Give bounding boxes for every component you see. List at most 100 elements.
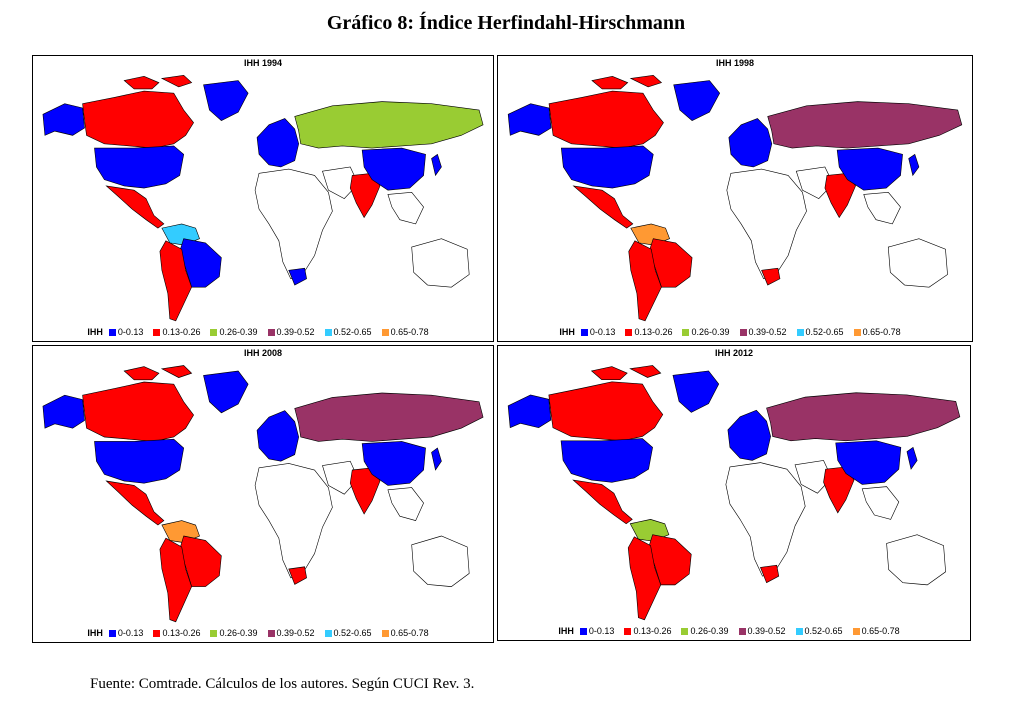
country-china (361, 441, 426, 486)
legend-item: 0.13-0.26 (153, 327, 200, 337)
country-na-north (548, 90, 664, 149)
panel-title: IHH 1998 (715, 58, 755, 68)
country-japan (908, 153, 920, 177)
map-panel: IHH 2008 IHH 0-0.13 0.13-0.26 0.26-0.39 0.39-… (32, 345, 494, 643)
country-russia (294, 101, 484, 149)
world-map (42, 365, 484, 623)
source-note: Fuente: Comtrade. Cálculos de los autore… (90, 676, 475, 692)
legend-item-label: 0.39-0.52 (748, 327, 787, 337)
legend-swatch (624, 628, 632, 635)
legend-item-label: 0.52-0.65 (805, 327, 844, 337)
legend-swatch (267, 630, 275, 637)
legend-swatch (796, 329, 804, 336)
country-sea (863, 191, 901, 225)
legend-item: 0.52-0.65 (796, 327, 844, 337)
legend-item-label: 0.52-0.65 (804, 626, 843, 636)
country-central (572, 479, 633, 525)
country-south-africa (761, 267, 781, 286)
country-europe (256, 410, 299, 462)
country-usa (94, 438, 185, 484)
world-map (507, 365, 961, 621)
legend-item: 0.26-0.39 (681, 626, 729, 636)
legend-item: 0.52-0.65 (795, 626, 843, 636)
legend: IHH 0-0.13 0.13-0.26 0.26-0.39 0.39-0.52 0.52… (498, 626, 970, 636)
legend-item: 0.13-0.26 (624, 626, 671, 636)
legend-item-label: 0-0.13 (589, 327, 616, 337)
legend-item: 0.13-0.26 (153, 628, 200, 638)
panel-title: IHH 2008 (243, 348, 283, 358)
legend-swatch (682, 329, 690, 336)
legend-item: 0.39-0.52 (739, 327, 787, 337)
legend-swatch (153, 630, 161, 637)
country-sea (387, 487, 424, 521)
legend-swatch (324, 630, 332, 637)
legend: IHH 0-0.13 0.13-0.26 0.26-0.39 0.39-0.52 0.52… (33, 327, 493, 337)
legend-item: 0.26-0.39 (210, 327, 258, 337)
legend-swatch (738, 628, 746, 635)
country-greenland (203, 80, 249, 121)
legend-item: 0.39-0.52 (267, 327, 315, 337)
legend: IHH 0-0.13 0.13-0.26 0.26-0.39 0.39-0.52 0.52… (33, 628, 493, 638)
country-na-north (82, 90, 194, 149)
legend-item-label: 0-0.13 (117, 327, 144, 337)
figure-title: Gráfico 8: Índice Herfindahl-Hirschmann (326, 12, 686, 34)
legend-item: 0.13-0.26 (625, 327, 672, 337)
legend-item-label: 0-0.13 (117, 628, 144, 638)
legend-swatch (852, 628, 860, 635)
country-sea (387, 191, 424, 225)
country-alaska (507, 394, 552, 429)
legend-item-label: 0.52-0.65 (333, 628, 372, 638)
legend-item: 0.39-0.52 (738, 626, 786, 636)
legend-item-label: 0.13-0.26 (633, 626, 672, 636)
country-russia (767, 101, 963, 149)
legend-item-label: 0.65-0.78 (390, 628, 429, 638)
country-sa-south (628, 240, 662, 322)
legend-swatch (381, 630, 389, 637)
country-europe (727, 409, 771, 461)
country-alaska (42, 394, 85, 429)
legend-item: 0.52-0.65 (324, 327, 372, 337)
legend: IHH 0-0.13 0.13-0.26 0.26-0.39 0.39-0.52 0.52… (498, 327, 972, 337)
legend-swatch (681, 628, 689, 635)
country-africa (254, 168, 333, 280)
country-africa (725, 462, 806, 577)
country-europe (728, 118, 773, 168)
country-usa (560, 145, 654, 189)
country-south-africa (288, 566, 307, 585)
country-australia (411, 535, 470, 587)
country-na-north (548, 381, 664, 442)
panel-title: IHH 1994 (243, 58, 283, 68)
country-na-north (82, 381, 194, 442)
country-south-africa (760, 564, 780, 584)
legend-item: 0.65-0.78 (381, 628, 429, 638)
country-africa (726, 168, 807, 280)
legend-item: 0.26-0.39 (210, 628, 258, 638)
world-map (507, 74, 963, 322)
world-map (42, 74, 484, 322)
legend-item: 0-0.13 (580, 327, 616, 337)
legend-swatch (579, 628, 587, 635)
legend-item-label: 0.13-0.26 (634, 327, 673, 337)
map-panel: IHH 1998 IHH 0-0.13 0.13-0.26 0.26-0.39 0.39-… (497, 55, 973, 342)
country-australia (886, 534, 946, 586)
country-sa-south (159, 240, 192, 322)
legend-item-label: 0.26-0.39 (691, 327, 730, 337)
country-south-africa (288, 267, 307, 286)
country-australia (411, 238, 470, 288)
legend-item: 0.39-0.52 (267, 628, 315, 638)
legend-item-label: 0.26-0.39 (219, 327, 258, 337)
country-greenland (672, 370, 720, 413)
legend-swatch (324, 329, 332, 336)
legend-item-label: 0.39-0.52 (747, 626, 786, 636)
legend-item-label: 0.13-0.26 (162, 628, 201, 638)
legend-swatch (739, 329, 747, 336)
country-usa (94, 145, 185, 189)
legend-item-label: 0.26-0.39 (690, 626, 729, 636)
country-africa (254, 463, 333, 579)
legend-item-label: 0.65-0.78 (861, 626, 900, 636)
legend-swatch (210, 630, 218, 637)
legend-item: 0-0.13 (108, 628, 144, 638)
legend-item: 0-0.13 (579, 626, 614, 636)
legend-swatch (153, 329, 161, 336)
map-panel: IHH 2012 IHH 0-0.13 0.13-0.26 0.26-0.39 0.39-… (497, 345, 971, 641)
